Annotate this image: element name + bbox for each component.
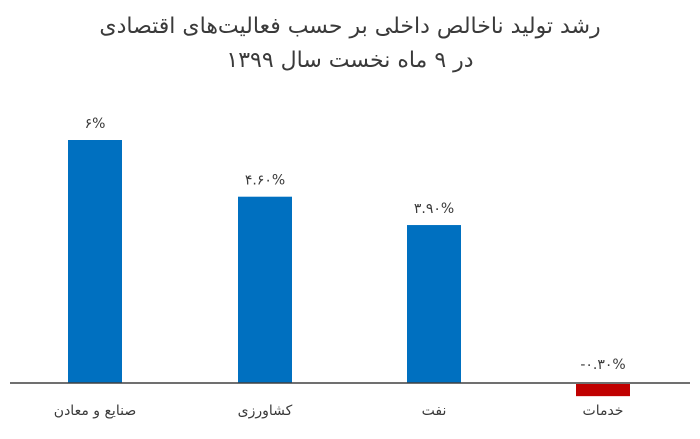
data-label-1: ۶% [85, 116, 106, 132]
chart-title-line-1: رشد تولید ناخالص داخلی بر حسب فعالیت‌های… [99, 14, 601, 39]
data-label-2: ۴.۶۰% [245, 173, 285, 189]
bar-1 [68, 140, 122, 383]
category-label-1: صنایع و معادن [54, 403, 136, 419]
bar-3 [407, 225, 461, 383]
bar-4 [576, 384, 630, 397]
chart-title: رشد تولید ناخالص داخلی بر حسب فعالیت‌های… [0, 10, 700, 78]
bar-2 [238, 196, 292, 383]
category-label-3: نفت [422, 403, 447, 419]
category-label-4: خدمات [583, 403, 624, 419]
category-label-2: کشاورزی [238, 403, 293, 419]
data-label-4: -۰.۳۰% [580, 357, 625, 373]
data-label-3: ۳.۹۰% [414, 201, 454, 217]
chart-subtitle: در ۹ ماه نخست سال ۱۳۹۹ [226, 48, 474, 73]
